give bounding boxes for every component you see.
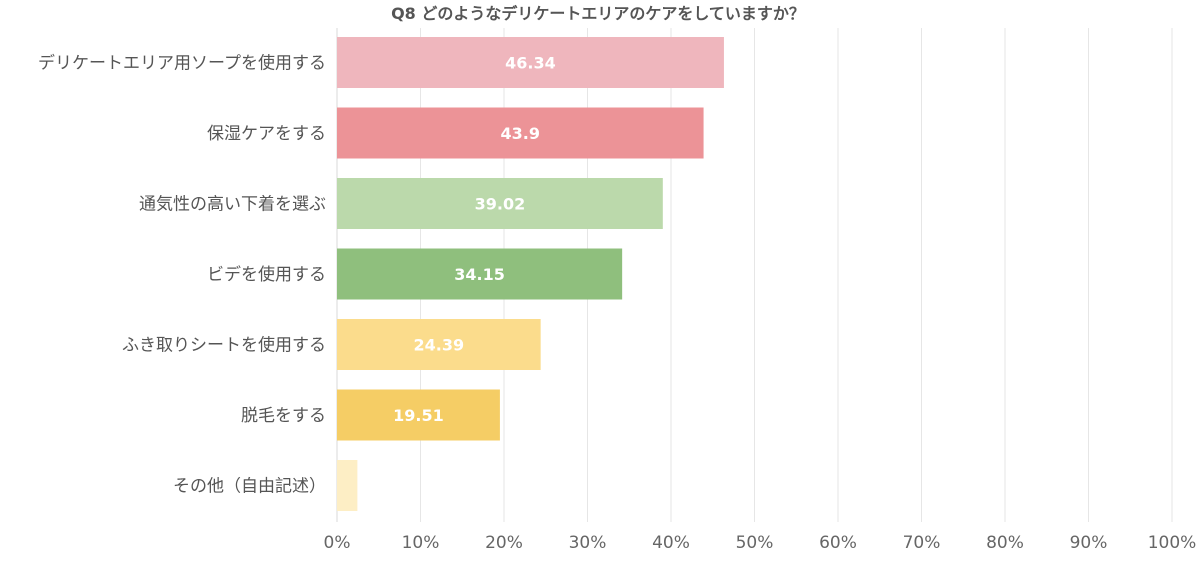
bar [337, 319, 541, 370]
x-tick-label: 30% [569, 533, 607, 553]
category-label: 保湿ケアをする [207, 124, 326, 144]
x-tick-label: 0% [324, 533, 351, 553]
x-tick-label: 60% [819, 533, 857, 553]
value-label: 24.39 [414, 336, 465, 355]
x-tick-label: 20% [485, 533, 523, 553]
bar [337, 460, 358, 511]
x-tick-label: 80% [986, 533, 1024, 553]
category-label: ビデを使用する [207, 264, 326, 285]
x-tick-label: 70% [903, 533, 941, 553]
category-label: ふき取りシートを使用する [122, 335, 326, 356]
category-label: デリケートエリア用ソープを使用する [38, 53, 326, 74]
bar [337, 389, 500, 441]
x-axis-ticks: 0% 10% 20% 30% 40% 50% 60% 70% 80% 90% 100% [324, 533, 1197, 553]
bar [337, 107, 704, 159]
value-label: 43.9 [501, 124, 540, 143]
x-tick-label: 40% [652, 533, 690, 553]
bar [337, 248, 623, 300]
bar [337, 37, 724, 88]
value-label: 39.02 [475, 195, 526, 214]
category-labels: デリケートエリア用ソープを使用する保湿ケアをする通気性の高い下着を選ぶビデを使用… [38, 53, 326, 497]
category-label: その他（自由記述） [173, 477, 326, 497]
chart-title: Q8 どのようなデリケートエリアのケアをしていますか？ [391, 4, 805, 23]
x-tick-label: 90% [1070, 533, 1108, 553]
bar [337, 178, 663, 229]
value-label: 19.51 [393, 406, 444, 425]
x-tick-label: 100% [1148, 533, 1197, 553]
x-tick-label: 10% [402, 533, 440, 553]
x-tick-label: 50% [736, 533, 774, 553]
value-label: 46.34 [505, 54, 556, 73]
category-label: 脱毛をする [241, 406, 326, 426]
bars: 46.34 43.9 39.02 34.15 24.39 19.51 [337, 37, 724, 511]
category-label: 通気性の高い下着を選ぶ [139, 195, 326, 215]
value-label: 34.15 [454, 265, 505, 284]
